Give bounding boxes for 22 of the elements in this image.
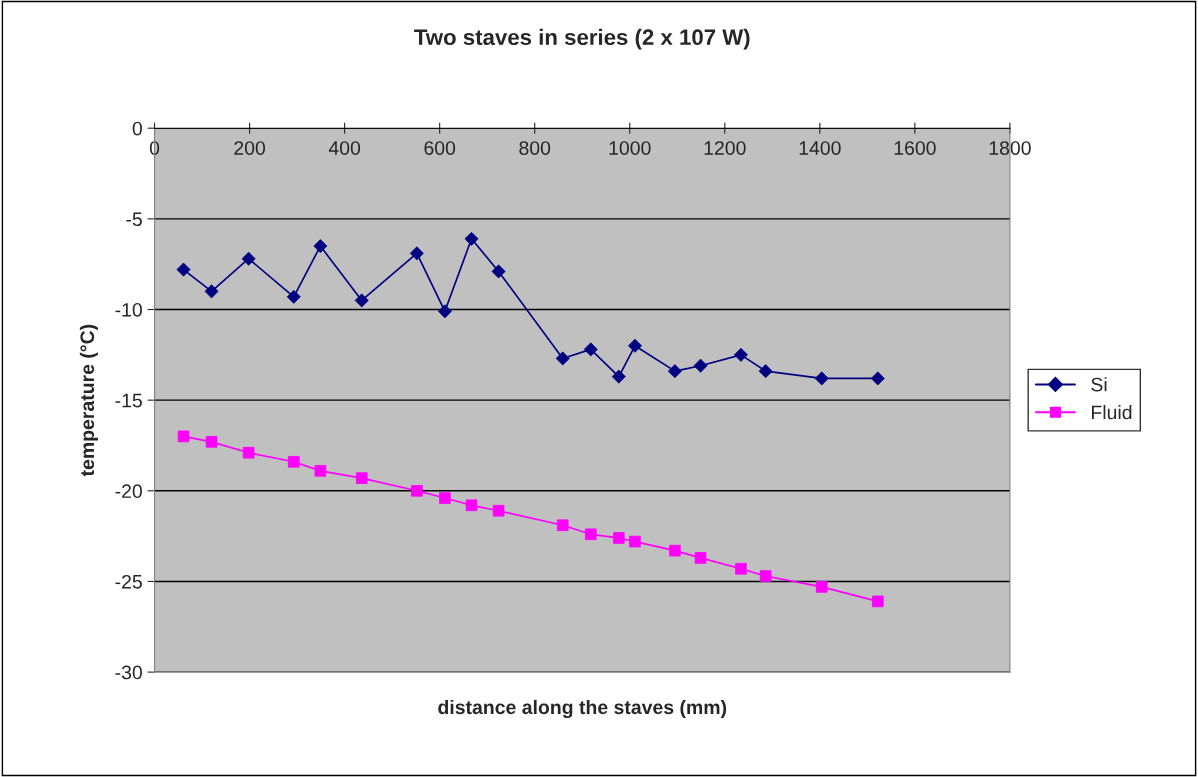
x-tick-label: 800 — [519, 141, 551, 155]
y-tick-label: -30 — [115, 665, 142, 680]
x-tick-label: 1200 — [704, 141, 746, 155]
y-tick-label: -5 — [126, 212, 142, 227]
x-tick-label: 1000 — [609, 141, 651, 155]
y-tick-label: -10 — [115, 302, 142, 317]
chart-title: Two staves in series (2 x 107 W) — [414, 28, 750, 50]
x-tick-label: 600 — [424, 141, 456, 155]
y-tick-label: 0 — [132, 121, 142, 136]
point — [286, 289, 301, 304]
y-axis-title: temperature (°C) — [79, 324, 98, 477]
x-tick-label: 1600 — [894, 141, 936, 155]
y-tick-label: -25 — [115, 574, 142, 589]
x-tick-label: 200 — [234, 141, 266, 155]
y-tick-label: -20 — [115, 484, 142, 499]
y-tick-label: -15 — [115, 393, 142, 408]
legend-label: Si — [1091, 377, 1107, 392]
x-axis-title: distance along the staves (mm) — [438, 699, 727, 719]
x-tick-label: 1800 — [989, 141, 1031, 155]
legend-label: Fluid — [1092, 405, 1132, 420]
x-tick-label: 400 — [328, 141, 361, 155]
x-tick-label: 1400 — [799, 141, 841, 155]
